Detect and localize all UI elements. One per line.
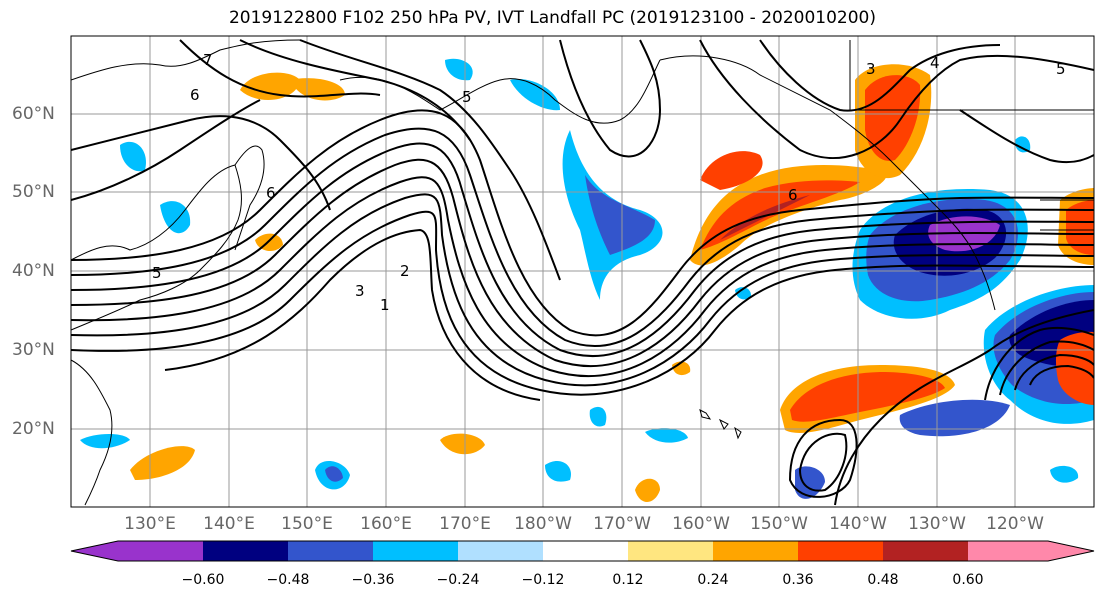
colorbar-tick-label: 0.60 <box>952 572 984 588</box>
colorbar-segment <box>713 541 798 561</box>
contour-label: 6 <box>266 184 276 202</box>
colorbar-tick-label: −0.48 <box>266 572 310 588</box>
contour-label: 7 <box>203 51 213 69</box>
lat-label: 20°N <box>12 419 55 439</box>
lon-label: 130°E <box>124 514 176 534</box>
colorbar-tick-label: 0.12 <box>612 572 644 588</box>
colorbar-segment <box>288 541 373 561</box>
colorbar-extend-low <box>71 541 118 561</box>
lat-label: 50°N <box>12 182 55 202</box>
contour-label: 6 <box>190 86 200 104</box>
colorbar-extend-high <box>1048 541 1094 561</box>
colorbar-segment <box>458 541 543 561</box>
contour-label: 4 <box>930 54 940 72</box>
contour-label: 5 <box>152 264 162 282</box>
colorbar-tick-label: −0.36 <box>351 572 395 588</box>
colorbar-tick-label: −0.60 <box>181 572 225 588</box>
pv-shading <box>80 58 1094 503</box>
contour-label: 2 <box>400 262 410 280</box>
lat-label: 30°N <box>12 340 55 360</box>
contour-label-group: 7 6 5 5 4 3 3 2 1 6 6 5 <box>152 51 1066 314</box>
lon-label: 130°W <box>908 514 966 534</box>
contour-label: 6 <box>788 186 798 204</box>
colorbar-segment <box>883 541 968 561</box>
lon-label: 160°E <box>360 514 412 534</box>
colorbar-tick-label: 0.48 <box>867 572 899 588</box>
contour-label: 3 <box>866 60 876 78</box>
pv-contours <box>71 39 1094 506</box>
colorbar-segment <box>798 541 883 561</box>
map-frame <box>70 35 1095 508</box>
colorbar-segment <box>118 541 203 561</box>
lon-label: 140°E <box>203 514 255 534</box>
contour-label: 5 <box>1056 60 1066 78</box>
lat-label: 60°N <box>12 104 55 124</box>
contour-label: 3 <box>355 282 365 300</box>
lon-label: 120°W <box>986 514 1044 534</box>
lon-label: 170°W <box>593 514 651 534</box>
colorbar-tick-label: 0.24 <box>697 572 729 588</box>
contour-label: 5 <box>462 88 472 106</box>
lon-label: 160°W <box>672 514 730 534</box>
colorbar-segment <box>628 541 713 561</box>
colorbar-tick-label: −0.24 <box>436 572 480 588</box>
colorbar-tick-label: −0.12 <box>521 572 565 588</box>
colorbar-tick-label: 0.36 <box>782 572 814 588</box>
colorbar <box>70 540 1095 562</box>
lon-label: 180°W <box>514 514 572 534</box>
contour-label: 1 <box>380 296 390 314</box>
colorbar-segment <box>968 541 1048 561</box>
colorbar-segment <box>543 541 628 561</box>
figure-title: 2019122800 F102 250 hPa PV, IVT Landfall… <box>228 8 876 28</box>
lon-label: 140°W <box>829 514 887 534</box>
lon-label: 170°E <box>439 514 491 534</box>
lat-label: 40°N <box>12 261 55 281</box>
colorbar-segment <box>203 541 288 561</box>
colorbar-segment <box>373 541 458 561</box>
lon-label: 150°W <box>750 514 808 534</box>
lon-label: 150°E <box>281 514 333 534</box>
